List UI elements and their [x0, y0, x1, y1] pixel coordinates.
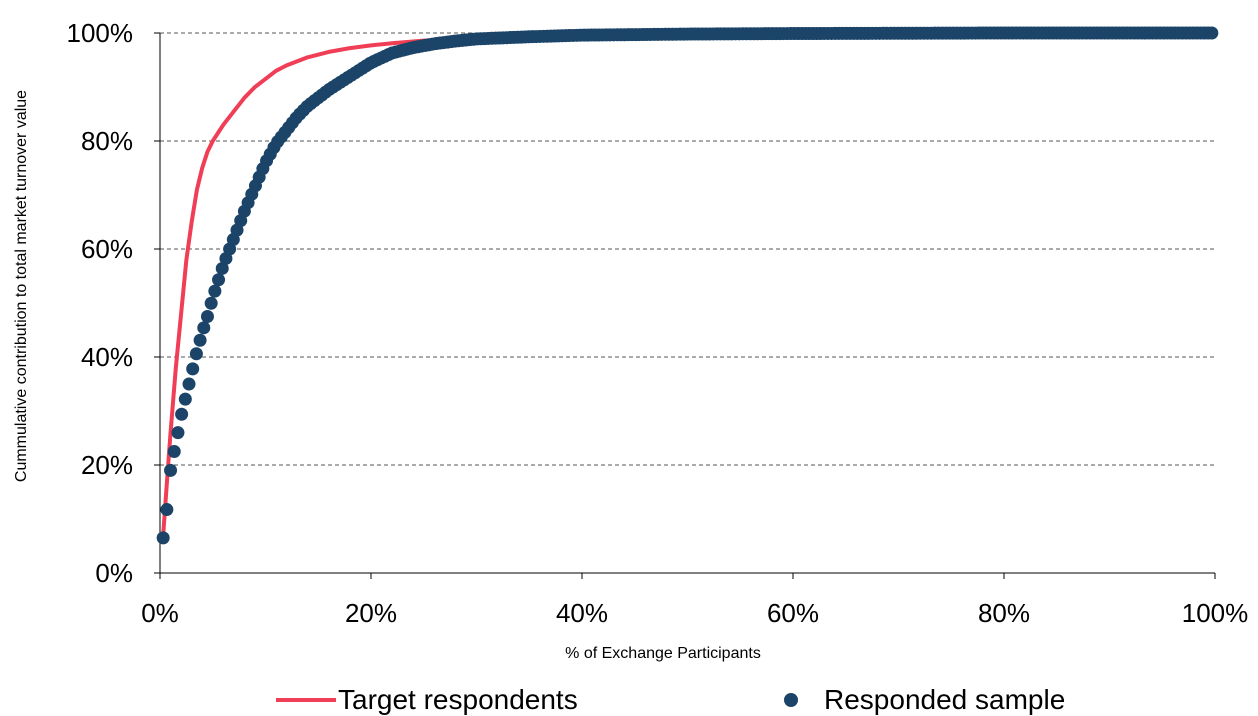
y-tick-label: 100%: [67, 18, 134, 48]
axes: [154, 32, 1216, 579]
data-point: [182, 377, 196, 391]
x-tick-label: 40%: [556, 598, 608, 628]
data-point: [171, 426, 185, 440]
data-point: [208, 284, 222, 298]
data-point: [175, 407, 189, 421]
target-respondents-series: [161, 31, 1216, 536]
y-tick-label: 20%: [81, 450, 133, 480]
data-point: [186, 362, 200, 376]
responded-sample-series: [156, 26, 1219, 545]
data-point: [200, 310, 214, 323]
series-line-target-respondents: [161, 31, 1216, 536]
x-axis-label: % of Exchange Participants: [565, 645, 761, 662]
data-point: [204, 296, 218, 310]
y-axis-label: Cummulative contribution to total market…: [13, 90, 30, 482]
data-point: [193, 333, 207, 347]
data-point: [212, 273, 226, 287]
data-point: [215, 261, 229, 275]
legend-label-responded: Responded sample: [824, 684, 1065, 715]
y-tick-label: 40%: [81, 342, 133, 372]
tick-labels: 0% 20% 40% 60% 80% 100% 0% 20% 40% 60% 80% 100%: [67, 18, 1249, 628]
data-point: [197, 321, 211, 335]
legend-marker-swatch: [784, 693, 798, 707]
x-tick-label: 80%: [978, 598, 1030, 628]
y-tick-label: 0%: [95, 558, 133, 588]
legend: Target respondents Responded sample: [276, 684, 1065, 715]
x-tick-label: 60%: [767, 598, 819, 628]
data-point: [167, 445, 181, 458]
legend-label-target: Target respondents: [338, 684, 578, 715]
x-tick-label: 0%: [141, 598, 179, 628]
x-tick-label: 100%: [1182, 598, 1249, 628]
data-point: [1205, 26, 1219, 40]
data-point: [156, 531, 170, 545]
data-point: [164, 463, 178, 477]
x-tick-label: 20%: [345, 598, 397, 628]
data-point: [178, 392, 192, 406]
y-tick-label: 80%: [81, 126, 133, 156]
y-tick-label: 60%: [81, 234, 133, 264]
data-point: [160, 503, 174, 517]
data-point: [189, 347, 203, 361]
